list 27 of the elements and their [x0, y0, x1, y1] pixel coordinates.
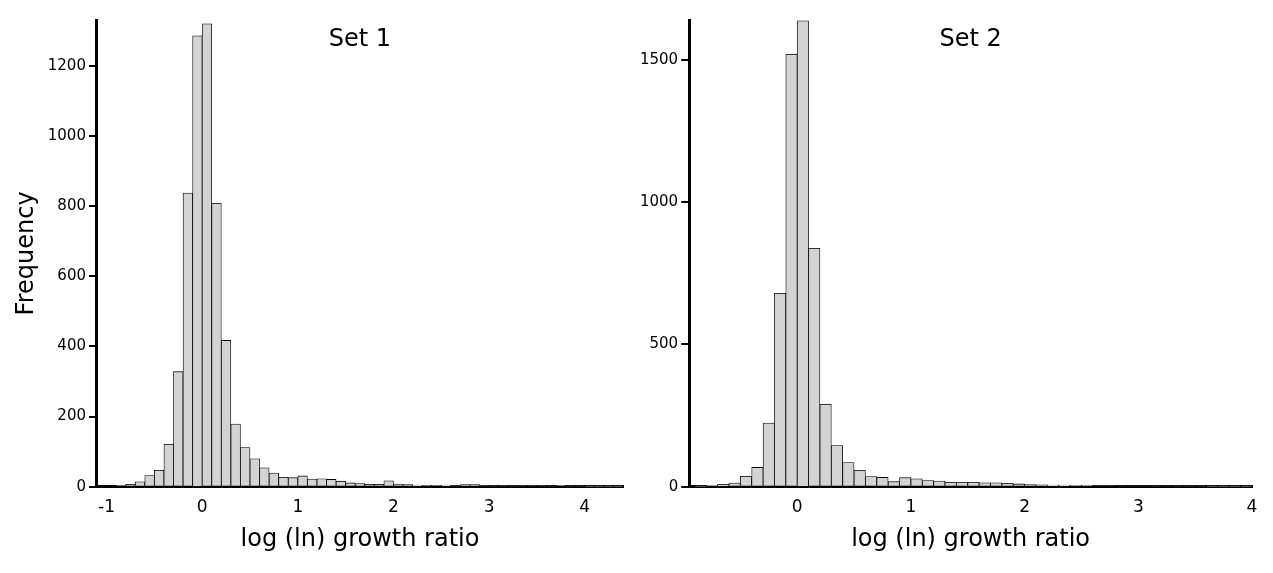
chart-title: Set 1 — [328, 24, 392, 53]
y-tick-label: 800 — [57, 195, 86, 214]
x-tick-label: -1 — [98, 496, 116, 517]
x-tick-label: 3 — [483, 496, 495, 517]
y-tick-label: 1000 — [639, 192, 679, 211]
x-tick-label: 3 — [1132, 496, 1144, 517]
y-tick-label: 400 — [57, 336, 86, 355]
y-tick-label: 1200 — [47, 55, 86, 74]
x-tick-label: 4 — [579, 496, 591, 517]
x-tick-label: 2 — [1019, 496, 1031, 517]
y-tick-label: 1500 — [639, 49, 679, 68]
y-tick-label: 1000 — [47, 125, 86, 144]
x-tick-label: 1 — [905, 496, 917, 517]
chart-title: Set 2 — [939, 24, 1002, 53]
y-tick-label: 600 — [57, 266, 86, 285]
y-tick-label: 500 — [649, 334, 679, 353]
x-tick-label: 0 — [791, 496, 803, 517]
x-tick-label: 0 — [196, 496, 208, 517]
x-tick-label: 4 — [1246, 496, 1258, 517]
x-tick-label: 1 — [292, 496, 304, 517]
x-tick-label: 2 — [388, 496, 399, 517]
x-axis-title: log (ln) growth ratio — [240, 523, 480, 552]
x-axis-title: log (ln) growth ratio — [851, 523, 1091, 552]
y-tick-label: 0 — [76, 476, 86, 495]
y-tick-label: 200 — [57, 406, 86, 425]
y-axis-title: Frequency — [10, 191, 39, 316]
y-tick-label: 0 — [668, 476, 679, 495]
